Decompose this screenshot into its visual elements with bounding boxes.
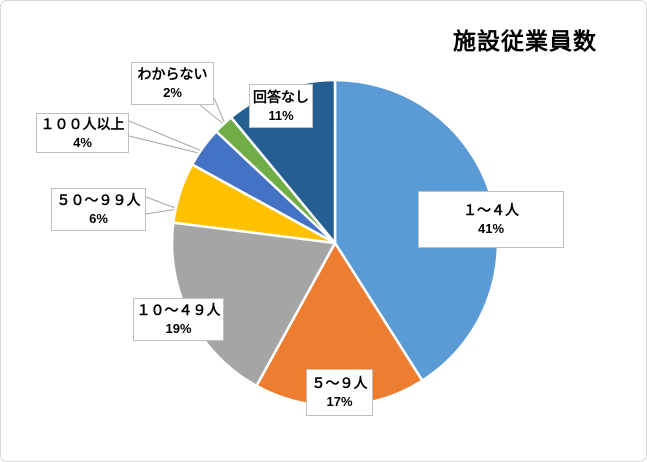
leader-line-wakaranai xyxy=(199,104,227,127)
slice-label: わからない xyxy=(137,66,208,83)
label-callout-kaitonashi: 回答なし 11% xyxy=(249,84,313,128)
slice-label: 回答なし xyxy=(253,88,309,105)
chart-title: 施設従業員数 xyxy=(453,28,597,54)
slice-value: 41% xyxy=(477,221,505,237)
leader-line-50-99-2 xyxy=(145,208,179,215)
label-callout-wakaranai: わからない 2% xyxy=(131,62,214,105)
leader-line-50-99 xyxy=(145,196,179,210)
slice-value: 6% xyxy=(89,211,108,227)
slice-value: 19% xyxy=(165,321,192,337)
slice-label: １００人以上 xyxy=(40,115,125,132)
slice-label: ５～９人 xyxy=(311,375,368,392)
label-callout-10-49: １０～４９人 19% xyxy=(133,298,224,341)
label-callout-50-99: ５０～９９人 6% xyxy=(51,188,146,231)
slice-label: ５０～９９人 xyxy=(56,192,141,209)
slice-label: １０～４９人 xyxy=(136,302,221,319)
slice-value: 11% xyxy=(268,107,294,123)
slice-value: 4% xyxy=(73,134,92,150)
slice-value: 17% xyxy=(326,394,353,410)
slice-label: １～４人 xyxy=(463,202,519,219)
leader-line-wakaranai-2 xyxy=(213,97,227,127)
label-callout-1-4: １～４人 41% xyxy=(418,191,564,248)
slice-value: 2% xyxy=(163,85,182,101)
label-callout-5-9: ５～９人 17% xyxy=(306,369,373,416)
label-callout-100plus: １００人以上 4% xyxy=(36,113,129,153)
